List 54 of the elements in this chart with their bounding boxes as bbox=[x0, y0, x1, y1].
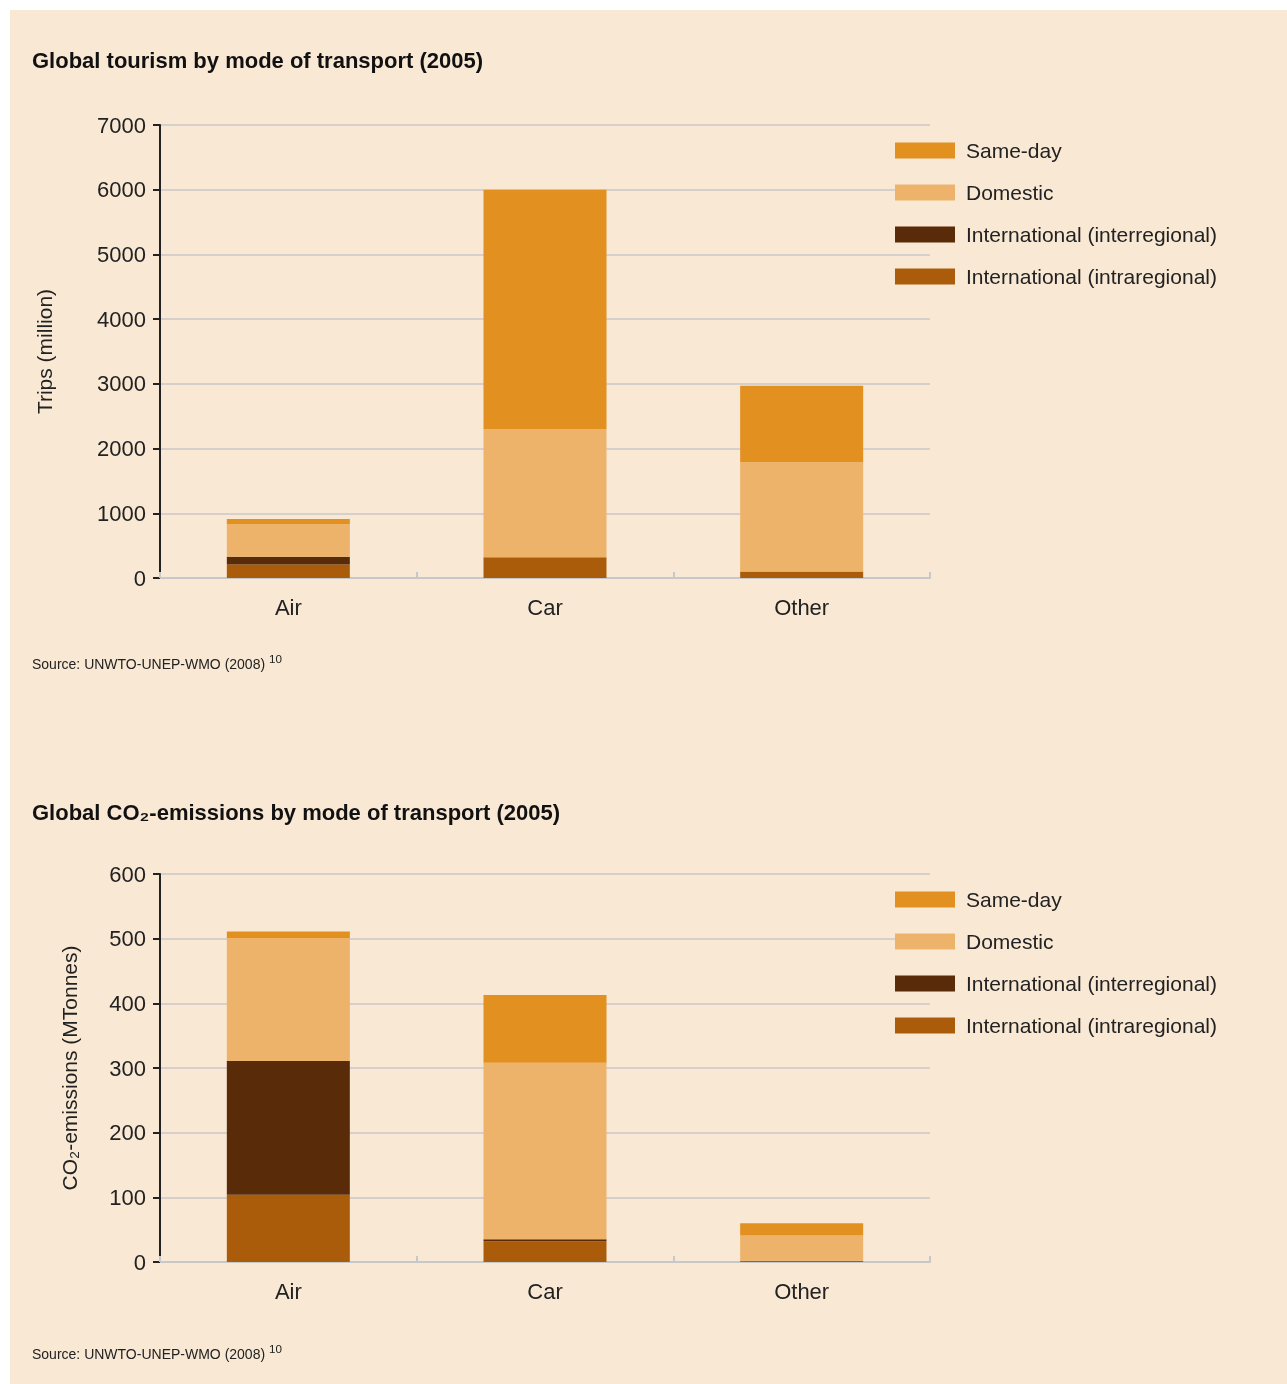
y-tick-label: 1000 bbox=[97, 500, 146, 526]
x-tick-label: Air bbox=[274, 1278, 302, 1304]
y-tick-label: 300 bbox=[109, 1055, 146, 1081]
bar bbox=[226, 564, 350, 578]
x-tick-label: Air bbox=[274, 594, 302, 620]
y-tick-label: 7000 bbox=[97, 112, 146, 138]
legend-label: Domestic bbox=[966, 930, 1054, 953]
legend-label: International (intraregional) bbox=[966, 265, 1217, 288]
y-tick-label: 4000 bbox=[97, 306, 146, 332]
bar bbox=[226, 524, 350, 557]
y-tick-label: 500 bbox=[109, 926, 146, 952]
bar bbox=[483, 557, 607, 578]
bar bbox=[483, 1241, 607, 1262]
legend-label: Domestic bbox=[966, 181, 1054, 204]
bar bbox=[740, 385, 864, 463]
y-axis-title: Trips (million) bbox=[33, 288, 56, 415]
bar bbox=[740, 1223, 864, 1236]
bar bbox=[226, 938, 350, 1061]
bar bbox=[483, 1062, 607, 1240]
bar bbox=[226, 556, 350, 565]
x-tick-label: Car bbox=[527, 1278, 563, 1304]
y-tick-label: 100 bbox=[109, 1184, 146, 1210]
source-note: Source: UNWTO-UNEP-WMO (2008) $^{10}$ bbox=[32, 652, 282, 672]
x-tick-label: Other bbox=[774, 594, 830, 620]
bar bbox=[740, 1235, 864, 1261]
bar bbox=[483, 189, 607, 430]
legend-label: International (intraregional) bbox=[966, 1014, 1217, 1037]
y-tick-label: 0 bbox=[133, 1249, 146, 1275]
y-tick-label: 600 bbox=[109, 861, 146, 887]
y-tick-label: 6000 bbox=[97, 177, 146, 203]
legend-label: International (interregional) bbox=[966, 223, 1217, 246]
x-tick-label: Other bbox=[774, 1278, 830, 1304]
bar bbox=[226, 1194, 350, 1262]
legend-label: Same-day bbox=[966, 888, 1063, 911]
bar bbox=[226, 931, 350, 939]
bar bbox=[226, 1060, 350, 1195]
y-tick-label: 5000 bbox=[97, 241, 146, 267]
chart-title: Global tourism by mode of transport (2005) bbox=[32, 48, 484, 74]
bar bbox=[483, 994, 607, 1063]
y-tick-label: 0 bbox=[133, 565, 146, 591]
bar bbox=[740, 571, 864, 578]
y-axis-title: CO₂-emissions (MTonnes) bbox=[58, 945, 81, 1191]
x-tick-label: Car bbox=[527, 594, 563, 620]
y-tick-label: 3000 bbox=[97, 371, 146, 397]
source-note: Source: UNWTO-UNEP-WMO (2008) $^{10}$ bbox=[32, 1342, 282, 1362]
y-tick-label: 200 bbox=[109, 1120, 146, 1146]
legend-label: International (interregional) bbox=[966, 972, 1217, 995]
y-tick-label: 400 bbox=[109, 990, 146, 1016]
bar bbox=[740, 462, 864, 572]
y-tick-label: 2000 bbox=[97, 436, 146, 462]
bar bbox=[483, 429, 607, 558]
legend-label: Same-day bbox=[966, 139, 1063, 162]
chart-title: Global CO₂-emissions by mode of transport (2005) bbox=[32, 800, 561, 826]
bar bbox=[226, 519, 350, 525]
